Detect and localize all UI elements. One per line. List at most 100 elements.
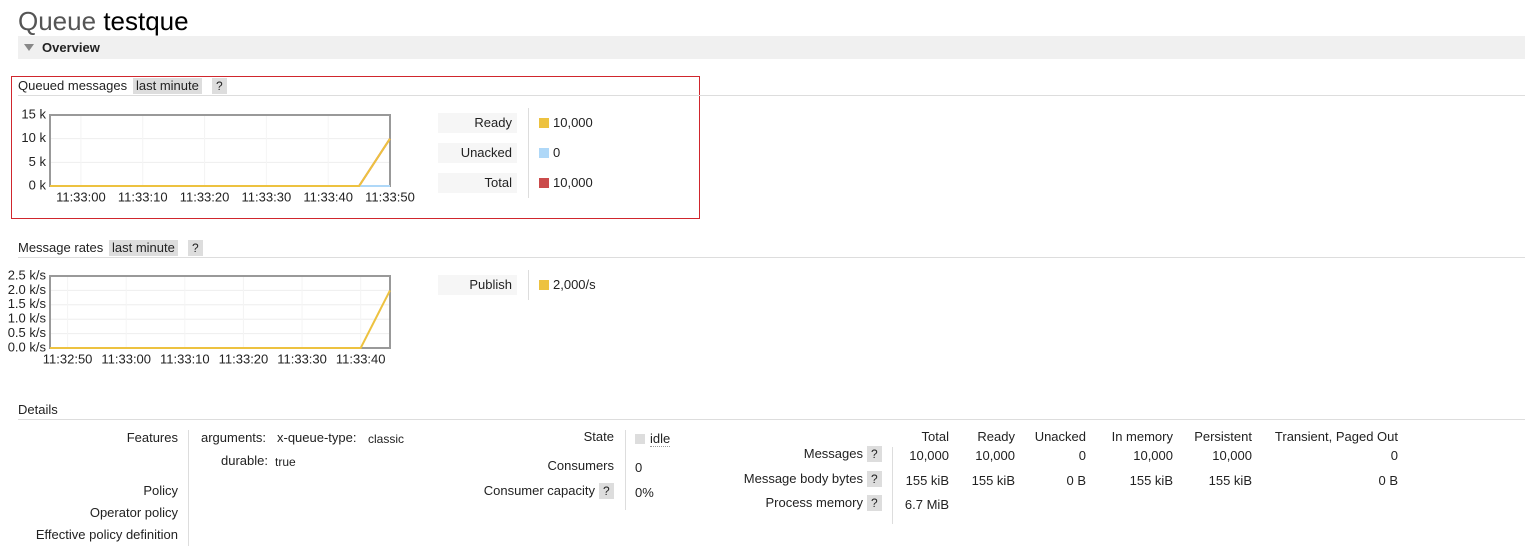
legend-swatch — [539, 280, 549, 290]
page-title: Queue testque — [18, 6, 189, 36]
field-label: Consumers — [547, 458, 614, 473]
feature-key: arguments: — [201, 430, 267, 445]
divider — [18, 95, 1525, 96]
x-tick-label: 11:32:50 — [43, 351, 93, 366]
divider — [528, 108, 529, 198]
help-button[interactable]: ? — [867, 446, 882, 462]
section-title: Message rates — [18, 240, 104, 255]
cell: 0 — [1390, 448, 1398, 463]
help-button[interactable]: ? — [867, 471, 882, 487]
cell: 10,000 — [909, 448, 949, 463]
legend-swatch — [539, 118, 549, 128]
cell: 0 B — [1378, 473, 1398, 488]
column-header: Total — [921, 429, 949, 444]
legend-value: 10,000 — [553, 175, 593, 190]
y-tick-label: 0 k — [29, 177, 47, 192]
legend-value: 2,000/s — [553, 277, 596, 292]
legend-swatch — [539, 148, 549, 158]
feature-value: classic — [368, 432, 405, 446]
range-button[interactable]: last minute — [133, 78, 202, 94]
y-tick-label: 1.5 k/s — [8, 296, 47, 311]
queued-chart: 0 k 5 k 10 k 15 k 11:33:00 11:33:10 11:33:20 11… — [21, 106, 415, 204]
row-label: Messages — [803, 446, 863, 461]
x-tick-label: 11:33:00 — [56, 189, 106, 204]
field-label: Effective policy definition — [35, 527, 178, 542]
cell: 155 kiB — [1208, 473, 1252, 488]
x-tick-label: 11:33:10 — [160, 351, 210, 366]
help-button[interactable]: ? — [599, 483, 614, 499]
divider — [528, 270, 529, 300]
state-icon — [635, 434, 645, 444]
divider — [625, 430, 626, 510]
divider — [892, 447, 893, 524]
row-label: Message body bytes — [743, 471, 863, 486]
y-tick-label: 1.0 k/s — [8, 311, 47, 326]
x-tick-label: 11:33:20 — [219, 351, 269, 366]
x-tick-label: 11:33:30 — [277, 351, 327, 366]
column-header: Transient, Paged Out — [1274, 429, 1398, 444]
overview-bar[interactable]: Overview — [18, 36, 1525, 59]
cell: 0 B — [1066, 473, 1086, 488]
field-value: 0% — [635, 485, 654, 500]
x-tick-label: 11:33:40 — [303, 189, 353, 204]
column-header: Persistent — [1194, 429, 1252, 444]
column-header: Ready — [977, 429, 1015, 444]
feature-value: true — [275, 455, 296, 469]
help-button[interactable]: ? — [867, 495, 882, 511]
legend-value: 0 — [553, 145, 561, 160]
field-value: 0 — [635, 460, 643, 475]
range-button[interactable]: last minute — [109, 240, 178, 256]
state-value: idle — [650, 431, 671, 447]
plot-border — [49, 275, 391, 349]
cell: 155 kiB — [905, 473, 949, 488]
feature-key: x-queue-type: — [277, 430, 357, 445]
plot-border — [49, 114, 391, 187]
legend-label: Publish — [438, 275, 517, 295]
y-tick-label: 0.0 k/s — [8, 339, 47, 354]
x-tick-label: 11:33:40 — [336, 351, 386, 366]
legend-swatch — [539, 178, 549, 188]
rates-chart: 0.0 k/s0.5 k/s1.0 k/s1.5 k/s2.0 k/s2.5 k… — [8, 267, 391, 366]
cell: 155 kiB — [971, 473, 1015, 488]
legend-label: Ready — [438, 113, 517, 133]
series-line — [50, 138, 391, 187]
column-header: In memory — [1111, 429, 1173, 444]
x-tick-label: 11:33:00 — [101, 351, 151, 366]
legend-value: 10,000 — [553, 115, 593, 130]
highlight-box — [11, 76, 700, 219]
x-tick-label: 11:33:50 — [365, 189, 415, 204]
y-tick-label: 15 k — [21, 106, 46, 121]
collapse-icon — [24, 44, 34, 51]
overview-title: Overview — [42, 40, 100, 55]
field-label: State — [583, 429, 614, 444]
field-label: Policy — [143, 483, 178, 498]
y-tick-label: 0.5 k/s — [8, 325, 47, 340]
divider — [188, 430, 189, 546]
y-tick-label: 10 k — [21, 130, 46, 145]
cell: 155 kiB — [1129, 473, 1173, 488]
cell: 6.7 MiB — [904, 497, 949, 512]
legend-label: Total — [438, 173, 517, 193]
field-label: Operator policy — [89, 505, 178, 520]
queue-name: testque — [103, 6, 189, 36]
divider — [18, 419, 1525, 420]
row-label: Process memory — [765, 495, 863, 510]
cell: 10,000 — [1133, 448, 1173, 463]
help-button[interactable]: ? — [188, 240, 203, 256]
x-tick-label: 11:33:30 — [242, 189, 292, 204]
x-tick-label: 11:33:10 — [118, 189, 168, 204]
field-label: Consumer capacity — [483, 483, 595, 498]
x-tick-label: 11:33:20 — [180, 189, 230, 204]
y-tick-label: 5 k — [29, 154, 47, 169]
feature-key: durable: — [221, 453, 268, 468]
y-tick-label: 2.0 k/s — [8, 282, 47, 297]
section-title: Details — [18, 402, 58, 417]
legend-label: Unacked — [438, 143, 517, 163]
divider — [18, 257, 1525, 258]
cell: 10,000 — [975, 448, 1015, 463]
series-line — [50, 289, 391, 349]
section-title: Queued messages — [18, 78, 128, 93]
title-prefix: Queue — [18, 6, 97, 36]
help-button[interactable]: ? — [212, 78, 227, 94]
